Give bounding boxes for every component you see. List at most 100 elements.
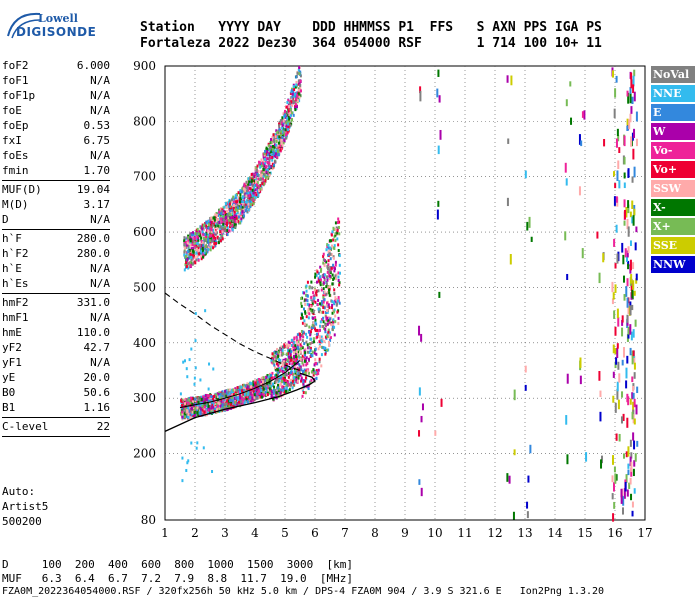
echo-point bbox=[310, 280, 313, 284]
echo-point bbox=[236, 215, 239, 219]
echo-point bbox=[238, 400, 241, 404]
echo-point bbox=[287, 340, 290, 344]
echo-point bbox=[287, 103, 290, 107]
echo-point bbox=[190, 237, 193, 241]
echo-point bbox=[236, 203, 239, 207]
interference-streak bbox=[513, 449, 516, 456]
echo-point bbox=[201, 246, 204, 250]
param-value: N/A bbox=[90, 262, 110, 275]
param-key: foEs bbox=[2, 149, 29, 162]
param-key: B1 bbox=[2, 401, 16, 414]
interference-streak bbox=[627, 326, 630, 335]
echo-point bbox=[262, 376, 265, 380]
echo-point bbox=[329, 246, 332, 250]
echo-point bbox=[277, 143, 280, 147]
y-tick-label: 500 bbox=[133, 280, 156, 294]
interference-streak bbox=[632, 401, 635, 412]
echo-point bbox=[196, 241, 199, 245]
interference-streak bbox=[507, 138, 510, 144]
echo-point bbox=[283, 132, 286, 136]
y-tick-label: 80 bbox=[141, 513, 156, 527]
echo-point bbox=[199, 410, 202, 414]
echo-point bbox=[196, 400, 199, 404]
echo-point bbox=[321, 302, 324, 306]
interference-streak bbox=[634, 242, 637, 251]
echo-point bbox=[241, 205, 244, 209]
echo-point bbox=[299, 89, 302, 93]
echo-point bbox=[268, 158, 271, 162]
echo-point bbox=[328, 321, 331, 325]
echo-point bbox=[199, 238, 202, 242]
echo-point bbox=[225, 223, 228, 227]
echo-point bbox=[275, 352, 278, 356]
echo-point bbox=[279, 132, 282, 136]
echo-point bbox=[315, 376, 318, 380]
muf-row-label: MUF bbox=[2, 572, 22, 585]
interference-streak bbox=[626, 489, 629, 497]
echo-point bbox=[181, 403, 184, 407]
echo-point bbox=[295, 105, 298, 109]
echo-point bbox=[300, 344, 303, 348]
echo-point bbox=[280, 130, 283, 134]
echo-point bbox=[330, 323, 333, 327]
echo-point bbox=[196, 412, 199, 416]
echo-point bbox=[251, 194, 254, 198]
echo-point bbox=[191, 405, 194, 409]
echo-point bbox=[236, 206, 239, 210]
echo-point bbox=[317, 277, 320, 281]
echo-point bbox=[309, 346, 312, 350]
echo-point bbox=[278, 367, 281, 371]
echo-point bbox=[200, 407, 203, 411]
echo-point bbox=[299, 332, 302, 336]
echo-point bbox=[262, 393, 265, 397]
echo-point bbox=[251, 192, 254, 196]
param-value: 1.16 bbox=[83, 401, 111, 414]
echo-point bbox=[210, 223, 213, 227]
echo-point bbox=[243, 185, 246, 189]
param-row: C-level 22 bbox=[2, 419, 110, 434]
echo-point bbox=[303, 291, 306, 295]
echo-point bbox=[281, 361, 284, 365]
echo-point bbox=[204, 245, 207, 249]
echo-point bbox=[315, 293, 318, 297]
echo-point bbox=[302, 335, 305, 339]
echo-point bbox=[216, 404, 219, 408]
noise-point bbox=[183, 359, 186, 363]
echo-point bbox=[204, 221, 207, 225]
echo-point bbox=[316, 335, 319, 339]
echo-point bbox=[313, 296, 316, 300]
echo-point bbox=[183, 268, 186, 272]
echo-point bbox=[296, 379, 299, 383]
file-info-line: FZA0M_2022364054000.RSF / 320fx256h 50 k… bbox=[2, 586, 605, 597]
echo-point bbox=[184, 398, 187, 402]
echo-point bbox=[202, 243, 205, 247]
echo-point bbox=[295, 353, 298, 357]
echo-point bbox=[272, 360, 275, 364]
echo-point bbox=[257, 169, 260, 173]
echo-point bbox=[271, 356, 274, 360]
echo-point bbox=[298, 72, 301, 76]
echo-point bbox=[228, 202, 231, 206]
echo-point bbox=[332, 310, 335, 314]
echo-point bbox=[296, 352, 299, 356]
echo-point bbox=[253, 179, 256, 183]
echo-point bbox=[286, 110, 289, 114]
interference-streak bbox=[623, 275, 626, 283]
plot-frame bbox=[164, 65, 646, 521]
echo-point bbox=[240, 200, 243, 204]
echo-point bbox=[256, 164, 259, 168]
echo-point bbox=[315, 274, 318, 278]
interference-streak bbox=[565, 99, 568, 107]
noise-point bbox=[190, 347, 193, 351]
echo-point bbox=[328, 291, 331, 295]
echo-point bbox=[309, 330, 312, 334]
echo-point bbox=[290, 356, 293, 360]
echo-point bbox=[225, 230, 228, 234]
echo-point bbox=[290, 344, 293, 348]
echo-point bbox=[246, 210, 249, 214]
echo-point bbox=[196, 406, 199, 410]
echo-point bbox=[243, 214, 246, 218]
echo-point bbox=[271, 145, 274, 149]
echo-point bbox=[309, 308, 312, 312]
header-value: Dez30 bbox=[257, 36, 313, 51]
